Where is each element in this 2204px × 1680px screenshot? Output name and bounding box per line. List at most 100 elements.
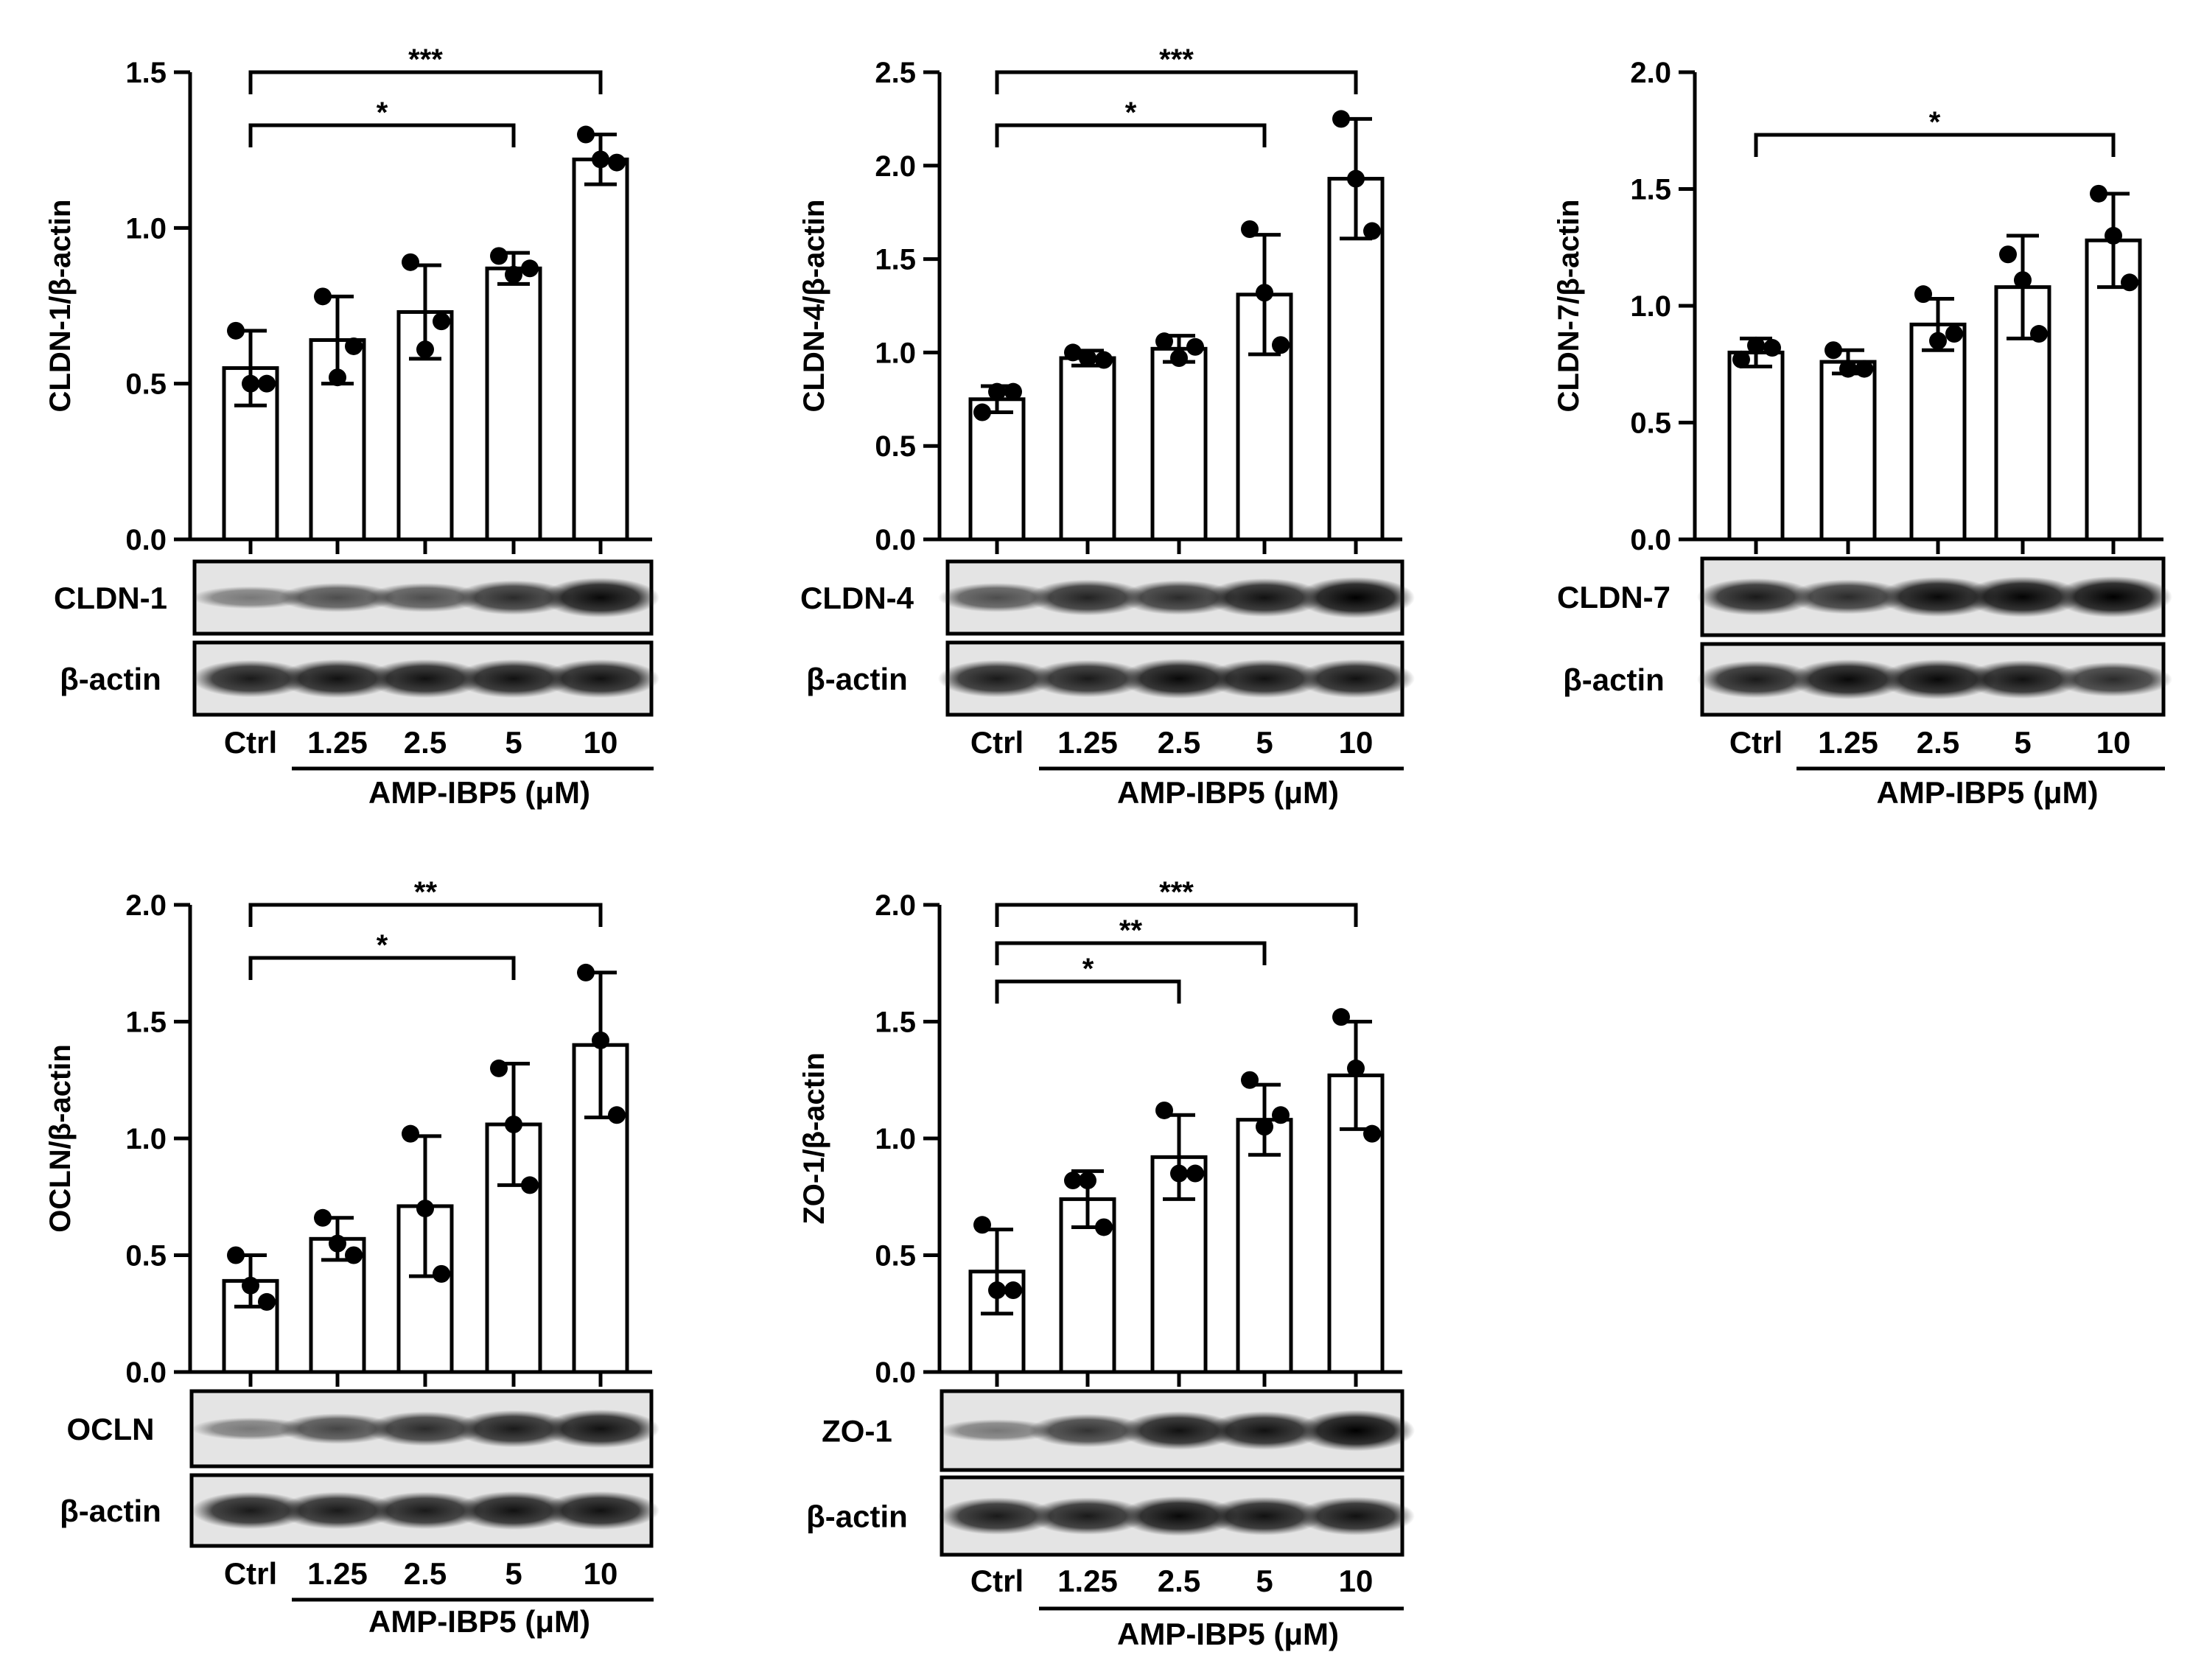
data-point — [258, 1292, 276, 1311]
y-tick-label: 0.5 — [125, 1240, 167, 1273]
data-point — [1363, 222, 1381, 240]
bar — [968, 397, 1026, 542]
lane-label: Ctrl — [224, 1556, 277, 1591]
data-point — [416, 340, 434, 359]
data-point — [242, 374, 259, 393]
data-point — [521, 1176, 539, 1194]
data-point — [416, 1200, 434, 1218]
data-point — [1732, 350, 1750, 368]
lane-label: 1.25 — [307, 1556, 368, 1591]
data-point — [1363, 1124, 1381, 1143]
blot-label-loading: β-actin — [806, 1499, 908, 1534]
y-tick-label: 0.0 — [1630, 524, 1671, 556]
data-point — [1999, 245, 2017, 264]
lane-label: 2.5 — [404, 725, 447, 760]
significance-label: * — [1082, 953, 1094, 985]
y-tick-label: 1.5 — [1630, 174, 1671, 206]
blot-band — [279, 1491, 396, 1530]
y-tick-label: 1.0 — [875, 337, 916, 369]
data-point — [1004, 1281, 1022, 1300]
data-point — [1855, 360, 1873, 378]
y-tick-label: 0.0 — [875, 524, 916, 556]
data-point — [505, 1115, 522, 1133]
blot-band — [366, 583, 484, 612]
blot-band — [192, 586, 309, 609]
blot-band — [1120, 1411, 1238, 1450]
data-point — [1170, 1164, 1188, 1183]
lane-label: 5 — [1256, 725, 1273, 760]
data-point — [577, 125, 595, 144]
data-point — [1170, 349, 1188, 368]
significance-label: *** — [1159, 876, 1194, 909]
data-point — [1064, 1172, 1082, 1190]
blot-band — [938, 583, 1056, 612]
data-point — [433, 1264, 450, 1283]
data-point — [314, 1208, 332, 1227]
blot-band — [1206, 659, 1323, 699]
lane-label: 5 — [1256, 1564, 1273, 1598]
blot-band — [455, 659, 573, 699]
blot-band — [1029, 1497, 1147, 1535]
lane-label: 2.5 — [1158, 725, 1200, 760]
blot-band — [1120, 1496, 1238, 1536]
lane-label: Ctrl — [970, 1564, 1024, 1598]
lane-label: 5 — [505, 725, 522, 760]
blot-band — [1029, 1413, 1147, 1448]
bar — [1727, 350, 1785, 542]
significance-bracket — [995, 979, 1181, 1004]
data-point — [1256, 1118, 1273, 1136]
data-point — [490, 1059, 508, 1077]
significance-label: * — [377, 97, 388, 129]
data-point — [577, 963, 595, 981]
data-point — [1155, 332, 1173, 351]
panel-cldn4: 0.00.51.01.52.02.5CLDN-4/β-actin****CLDN… — [798, 43, 1415, 810]
blot-band — [1879, 659, 1997, 700]
y-tick-label: 1.0 — [1630, 290, 1671, 323]
data-point — [592, 150, 609, 169]
blot-label-loading: β-actin — [60, 662, 161, 696]
y-tick-label: 1.5 — [875, 1007, 916, 1039]
y-tick-label: 0.5 — [1630, 407, 1671, 440]
y-axis-label: ZO-1/β-actin — [798, 1052, 830, 1224]
y-tick-label: 2.0 — [875, 889, 916, 922]
lane-label: 5 — [2014, 725, 2031, 760]
data-point — [988, 382, 1006, 401]
y-tick-label: 0.0 — [875, 1357, 916, 1389]
lane-label: 5 — [505, 1556, 522, 1591]
y-axis-label: OCLN/β-actin — [44, 1044, 77, 1233]
lane-label: 2.5 — [1158, 1564, 1200, 1598]
lane-label: 10 — [584, 1556, 618, 1591]
data-point — [329, 368, 346, 387]
data-point — [521, 259, 539, 278]
panel-cldn7: 0.0 0.5 1.0 1.5 2.0 CLDN-7/β-actin * CLDN-7 β-ac… — [1553, 57, 2172, 810]
blot-band — [366, 1491, 484, 1530]
data-point — [2121, 273, 2138, 292]
data-point — [1945, 325, 1963, 343]
blot-label-loading: β-actin — [806, 662, 908, 696]
blot-band — [1697, 660, 1815, 699]
data-point — [1004, 382, 1022, 401]
lane-label: Ctrl — [1729, 725, 1783, 760]
blot-band — [279, 1413, 396, 1444]
significance-bracket — [248, 70, 603, 94]
blot-band — [542, 659, 660, 699]
bar — [485, 266, 542, 542]
data-point — [2030, 325, 2048, 343]
lane-label: 10 — [1339, 1564, 1374, 1598]
blot-band — [1120, 580, 1238, 615]
y-tick-label: 1.0 — [875, 1123, 916, 1155]
data-point — [1929, 332, 1947, 350]
y-axis-label: CLDN-1/β-actin — [44, 200, 77, 413]
y-tick-label: 1.5 — [875, 244, 916, 276]
data-point — [433, 312, 450, 331]
blot-band — [1789, 659, 1907, 700]
data-point — [1155, 1101, 1173, 1119]
data-point — [1095, 351, 1113, 369]
data-point — [608, 1106, 626, 1124]
group-label: AMP-IBP5 (μM) — [1117, 775, 1339, 810]
blot-band — [192, 1417, 309, 1441]
data-point — [1079, 1172, 1096, 1190]
significance-label: *** — [408, 43, 443, 76]
blot-band — [1206, 1497, 1323, 1536]
blot-band — [1029, 579, 1147, 616]
